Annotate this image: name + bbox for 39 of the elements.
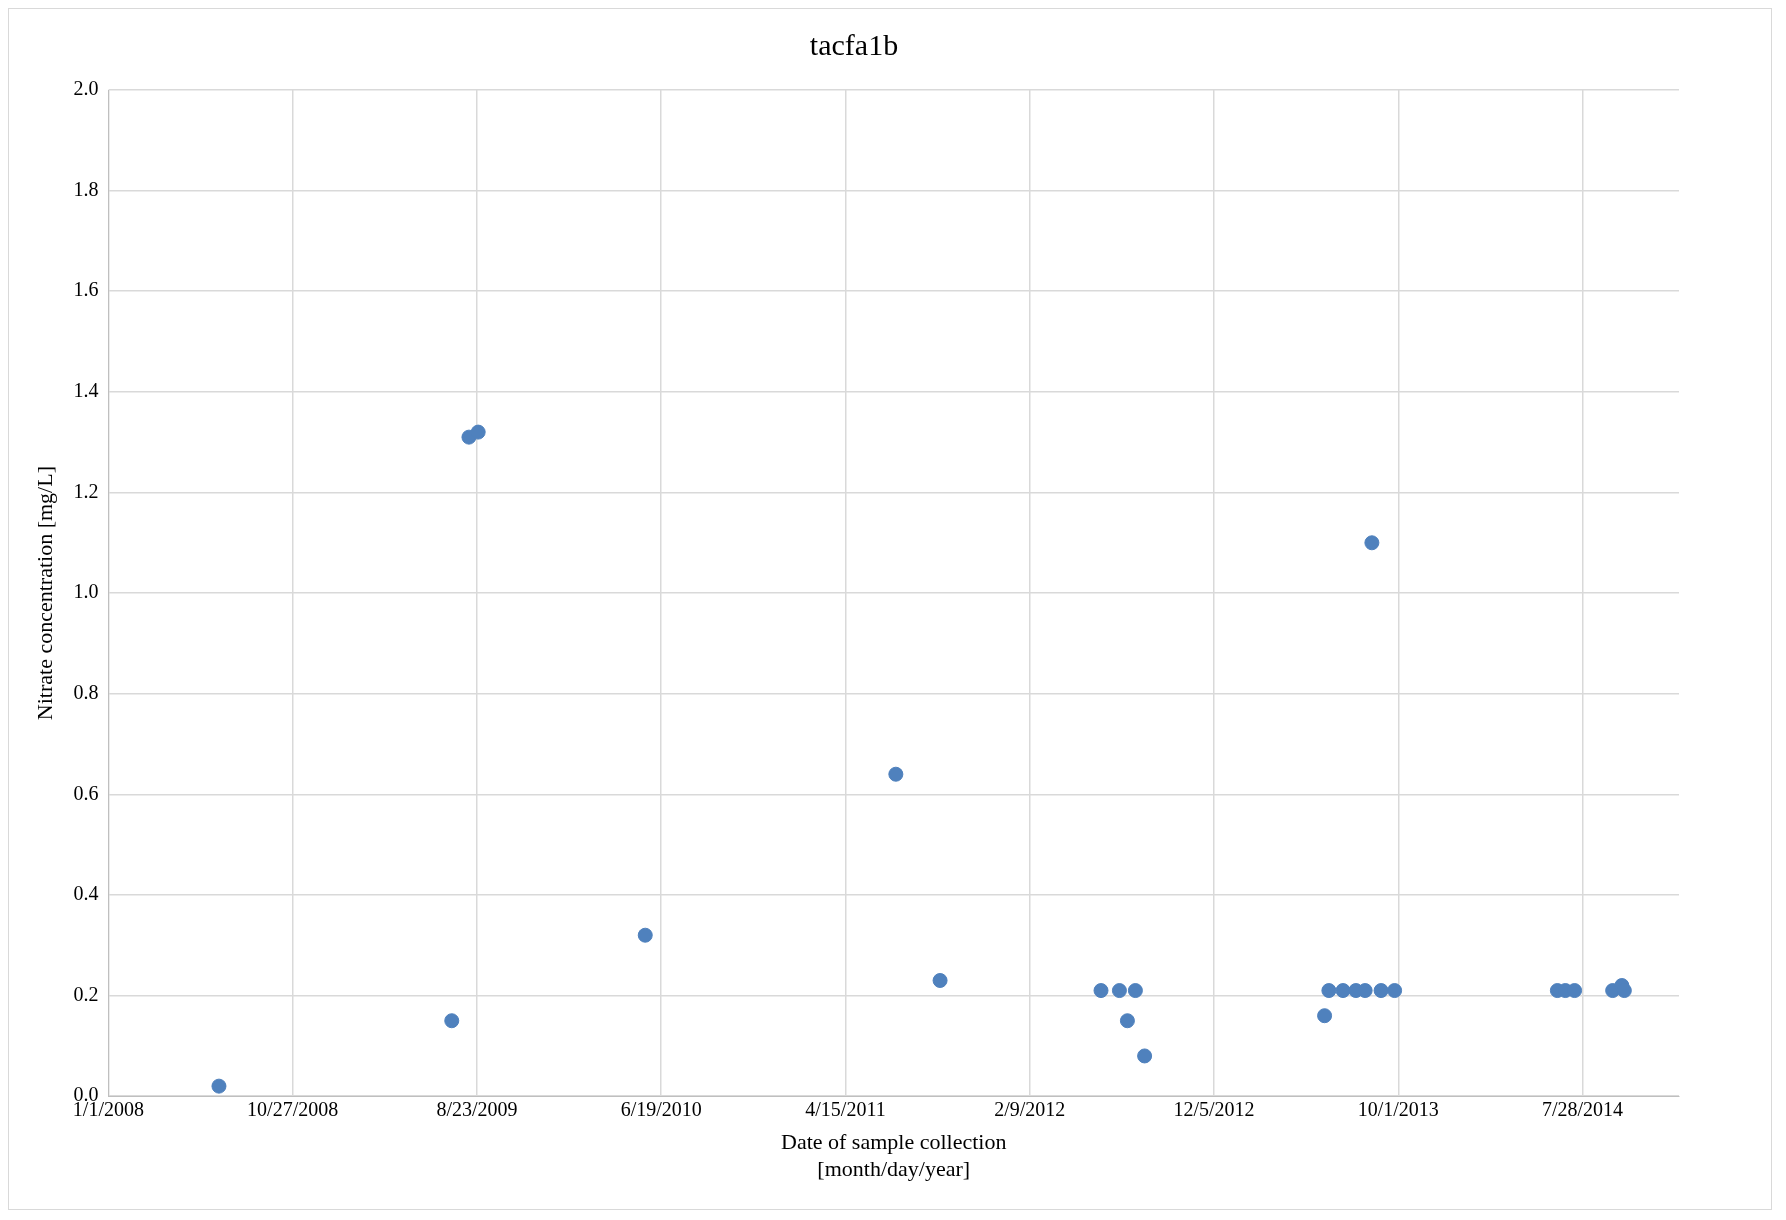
point [1616,983,1632,999]
point [1335,983,1351,999]
point [1387,983,1403,999]
x-tick-label: 10/1/2013 [1357,1098,1439,1121]
point [1093,983,1109,999]
y-tick-label: 2.0 [73,77,99,100]
point [444,1013,460,1029]
point [1364,535,1380,551]
x-tick-label: 4/15/2011 [805,1098,886,1121]
point [932,972,948,988]
y-axis-title: Nitrate concentration [mg/L] [31,466,57,721]
x-tick-label: 2/9/2012 [994,1098,1066,1121]
x-tick-label: 10/27/2008 [247,1098,339,1121]
point [888,766,904,782]
y-tick-label: 0.8 [73,680,99,703]
point [211,1078,227,1094]
point [1111,983,1127,999]
point [1373,983,1389,999]
y-tick-label: 1.4 [73,379,99,402]
point [1137,1048,1153,1064]
x-tick-label: 8/23/2009 [436,1098,518,1121]
y-tick-label: 1.2 [73,479,99,502]
point [1127,983,1143,999]
x-axis-title: Date of sample collection [month/day/year] [780,1129,1007,1181]
x-tick-label: 6/19/2010 [620,1098,702,1121]
y-tick-label: 1.0 [73,580,99,603]
chart-title: tacfa1b [809,27,899,61]
y-tick-label: 0.4 [73,882,99,905]
y-tick-label: 1.8 [73,177,99,200]
y-tick-label: 0.2 [73,982,99,1005]
y-tick-label: 0.6 [73,781,99,804]
y-tick-label: 1.6 [73,278,99,301]
x-tick-label: 12/5/2012 [1173,1098,1255,1121]
point [637,927,653,943]
point [1317,1008,1333,1024]
x-tick-label: 7/28/2014 [1542,1098,1624,1121]
point [1119,1013,1135,1029]
point [470,424,486,440]
point [1321,983,1337,999]
